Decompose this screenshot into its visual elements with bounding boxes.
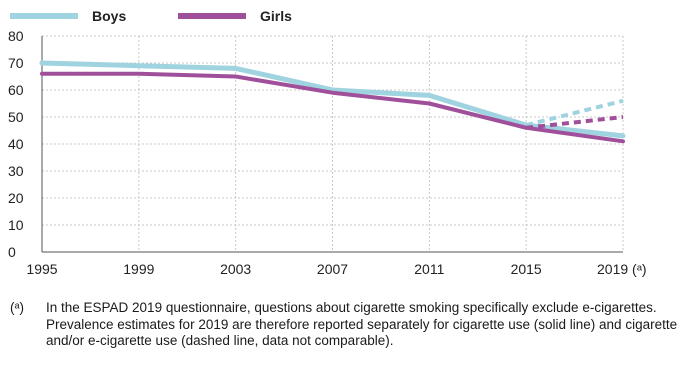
legend-label-boys: Boys: [92, 8, 127, 24]
x-tick-label: 2007: [317, 261, 348, 277]
y-tick-label: 40: [8, 136, 24, 152]
x-axis-tick-labels: 1995 1999 2003 2007 2011 2015 2019 (ᵃ): [26, 261, 646, 277]
footnote-text: In the ESPAD 2019 questionnaire, questio…: [46, 300, 678, 348]
chart-grid: [42, 35, 624, 252]
y-tick-label: 0: [8, 244, 16, 260]
y-tick-label: 80: [8, 28, 24, 44]
y-tick-label: 60: [8, 82, 24, 98]
x-tick-label: 2015: [511, 261, 542, 277]
legend-swatch-boys: [10, 13, 78, 19]
y-tick-label: 30: [8, 163, 24, 179]
x-tick-label: 1995: [26, 261, 57, 277]
series-line-girls: [40, 71, 625, 144]
series-lines: [39, 60, 626, 144]
y-tick-label: 50: [8, 109, 24, 125]
y-axis-tick-labels: 0 10 20 30 40 50 60 70 80: [8, 28, 24, 260]
series-dashed-girls: [525, 115, 624, 130]
footnote-mark: (ᵃ): [10, 300, 25, 315]
legend-swatch-girls: [178, 13, 246, 19]
y-tick-label: 70: [8, 55, 24, 71]
line-chart: 0 10 20 30 40 50 60 70 80 1995 1999 2003 2007 2011 20…: [8, 28, 647, 277]
x-tick-label: 2011: [414, 261, 444, 277]
series-dashed-boys: [525, 98, 624, 128]
y-tick-label: 20: [8, 190, 24, 206]
legend-item-boys: Boys: [10, 8, 126, 24]
legend-item-girls: Girls: [178, 8, 292, 24]
legend-label-girls: Girls: [260, 8, 292, 24]
x-tick-label: 1999: [123, 261, 154, 277]
chart-footnote: (ᵃ) In the ESPAD 2019 questionnaire, que…: [10, 300, 696, 350]
x-tick-label: 2019 (ᵃ): [597, 261, 647, 277]
x-tick-label: 2003: [220, 261, 251, 277]
y-tick-label: 10: [8, 217, 24, 233]
